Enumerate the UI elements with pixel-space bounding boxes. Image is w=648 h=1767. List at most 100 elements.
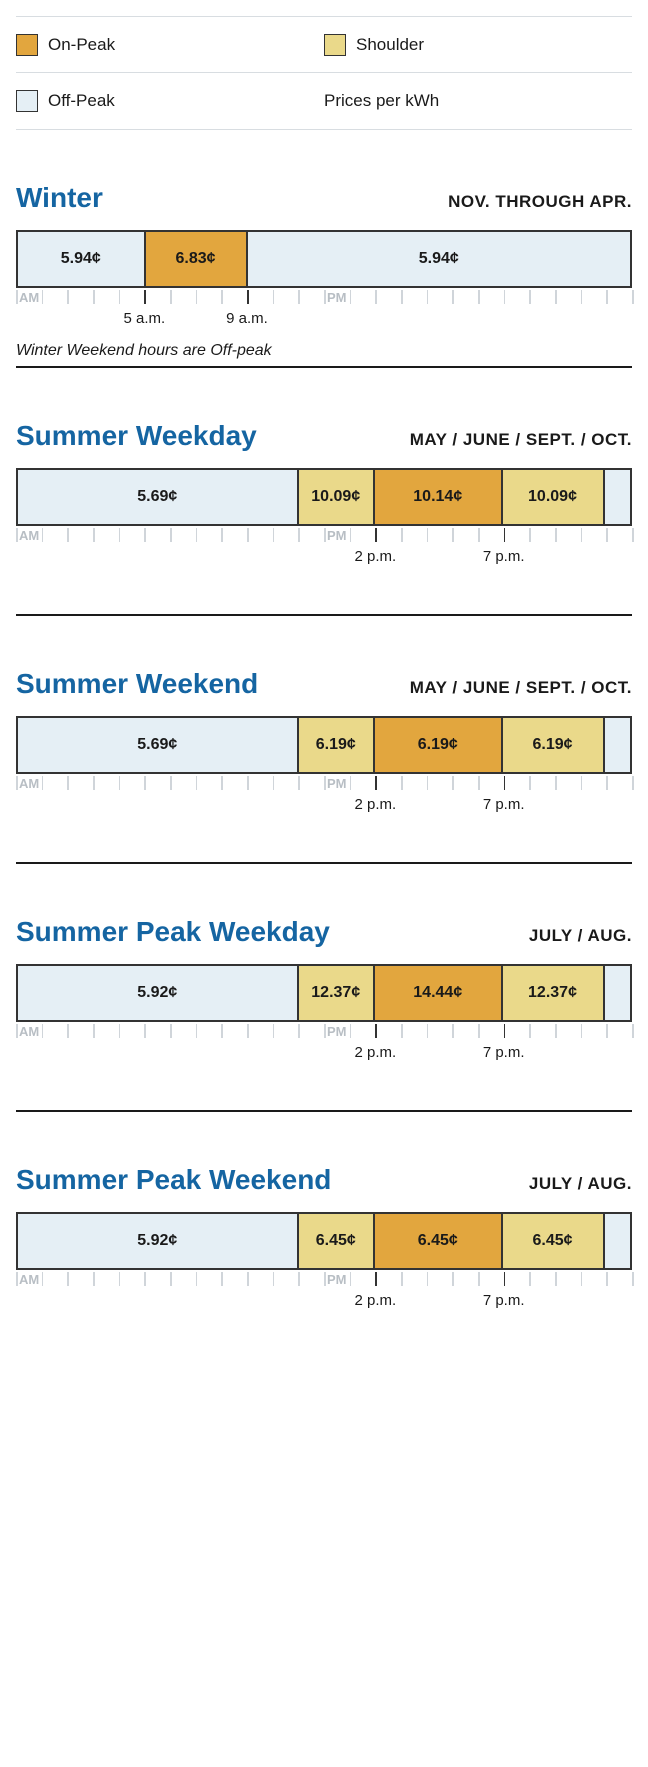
tick — [632, 528, 634, 542]
tick — [504, 1024, 506, 1038]
axis-am-label: AM — [19, 776, 39, 791]
segment-offpeak — [605, 718, 631, 772]
tick — [427, 1272, 429, 1286]
tick — [427, 776, 429, 790]
segment-offpeak: 5.94¢ — [248, 232, 631, 286]
section-title: Summer Peak Weekday — [16, 916, 330, 948]
tick — [529, 1024, 531, 1038]
tick — [221, 1272, 223, 1286]
tick — [375, 776, 377, 790]
axis: AMPM — [16, 528, 632, 548]
segment-onpeak: 14.44¢ — [375, 966, 503, 1020]
legend-item-onpeak: On-Peak — [16, 34, 324, 56]
tick — [632, 290, 634, 304]
tick — [119, 776, 121, 790]
tick — [93, 1024, 95, 1038]
axis-labels: 2 p.m.7 p.m. — [16, 796, 632, 818]
axis-pm-label: PM — [327, 1024, 347, 1039]
tick — [350, 528, 352, 542]
axis-pm-label: PM — [327, 776, 347, 791]
tick — [196, 1024, 198, 1038]
tick — [196, 528, 198, 542]
tick — [350, 776, 352, 790]
segment-offpeak — [605, 966, 631, 1020]
tick — [375, 1024, 377, 1038]
segment-shoulder: 6.45¢ — [503, 1214, 605, 1268]
axis-label: 2 p.m. — [354, 796, 396, 813]
tick — [632, 1272, 634, 1286]
legend-label: Shoulder — [356, 35, 424, 55]
tick — [581, 528, 583, 542]
segment-offpeak: 5.92¢ — [18, 1214, 299, 1268]
tick — [144, 776, 146, 790]
tick — [170, 1024, 172, 1038]
legend-label: Prices per kWh — [324, 91, 439, 111]
section-header: Summer Peak Weekday JULY / AUG. — [16, 916, 632, 948]
tick — [273, 776, 275, 790]
section-title: Summer Weekday — [16, 420, 257, 452]
tick — [478, 528, 480, 542]
tick — [67, 290, 69, 304]
tick — [196, 290, 198, 304]
tick — [324, 528, 326, 542]
tick — [581, 1272, 583, 1286]
tick — [478, 1272, 480, 1286]
axis-label: 9 a.m. — [226, 310, 268, 327]
tick — [529, 776, 531, 790]
tick — [93, 528, 95, 542]
tick — [221, 290, 223, 304]
tick — [16, 1272, 18, 1286]
axis-label: 5 a.m. — [123, 310, 165, 327]
rate-bar: 5.92¢6.45¢6.45¢6.45¢ — [16, 1212, 632, 1270]
legend: On-Peak Shoulder Off-Peak Prices per kWh — [16, 16, 632, 130]
axis-label: 7 p.m. — [483, 548, 525, 565]
tick — [221, 776, 223, 790]
legend-item-offpeak: Off-Peak — [16, 90, 324, 112]
tick — [247, 1272, 249, 1286]
tick — [298, 1024, 300, 1038]
segment-shoulder: 6.45¢ — [299, 1214, 376, 1268]
tick — [273, 1024, 275, 1038]
section-months: JULY / AUG. — [529, 1174, 632, 1194]
tick — [401, 528, 403, 542]
tick — [119, 290, 121, 304]
tick — [555, 776, 557, 790]
tick — [16, 290, 18, 304]
axis-labels: 2 p.m.7 p.m. — [16, 1044, 632, 1066]
segment-onpeak: 10.14¢ — [375, 470, 503, 524]
tick — [247, 1024, 249, 1038]
tick — [247, 776, 249, 790]
rate-section-summer-weekday: Summer WeekdayMAY / JUNE / SEPT. / OCT.5… — [16, 420, 632, 570]
tick — [401, 776, 403, 790]
tick — [170, 776, 172, 790]
tick — [504, 1272, 506, 1286]
tick — [606, 1272, 608, 1286]
rate-bar: 5.69¢10.09¢10.14¢10.09¢ — [16, 468, 632, 526]
legend-item-unit: Prices per kWh — [324, 91, 632, 111]
tick — [452, 528, 454, 542]
tick — [298, 776, 300, 790]
axis-am-label: AM — [19, 1024, 39, 1039]
tick — [401, 1024, 403, 1038]
rate-section-summer-peak-weekend: Summer Peak WeekendJULY / AUG.5.92¢6.45¢… — [16, 1164, 632, 1314]
divider — [16, 614, 632, 616]
tick — [144, 528, 146, 542]
tick — [170, 1272, 172, 1286]
tick — [67, 1024, 69, 1038]
legend-label: On-Peak — [48, 35, 115, 55]
segment-shoulder: 12.37¢ — [299, 966, 376, 1020]
section-title: Summer Peak Weekend — [16, 1164, 331, 1196]
tick — [504, 528, 506, 542]
axis-am-label: AM — [19, 1272, 39, 1287]
section-title: Winter — [16, 182, 103, 214]
axis-label: 2 p.m. — [354, 1044, 396, 1061]
tick — [324, 1272, 326, 1286]
tick — [247, 290, 249, 304]
section-months: JULY / AUG. — [529, 926, 632, 946]
tick — [298, 1272, 300, 1286]
tick — [144, 290, 146, 304]
tick — [16, 776, 18, 790]
segment-offpeak — [605, 1214, 631, 1268]
tick — [221, 528, 223, 542]
axis-pm-label: PM — [327, 290, 347, 305]
